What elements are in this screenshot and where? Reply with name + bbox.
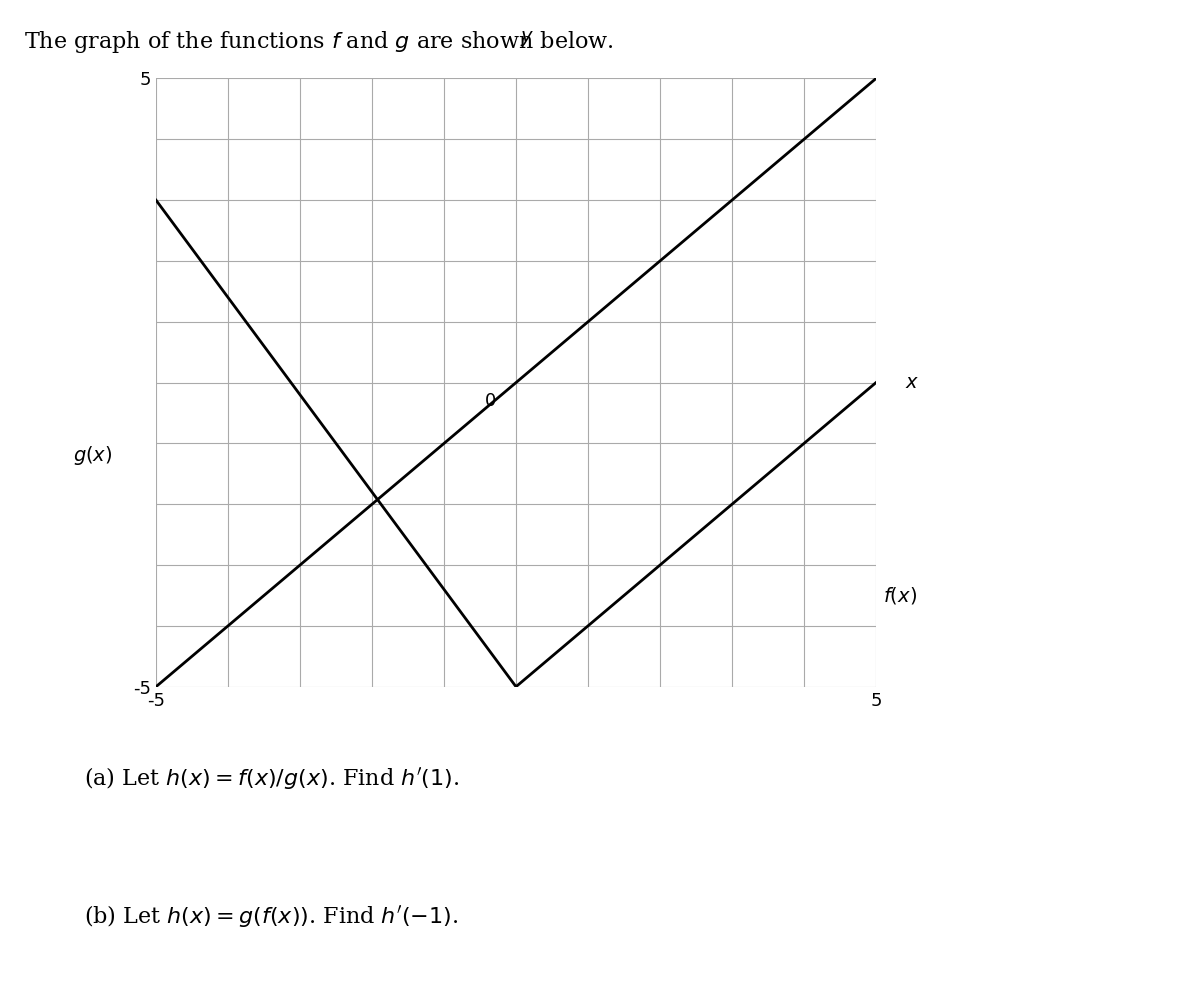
Text: The graph of the functions $f$ and $g$ are shown below.: The graph of the functions $f$ and $g$ a… — [24, 29, 613, 56]
Text: (b) Let $h(x) = g(f(x))$. Find $h'(-1)$.: (b) Let $h(x) = g(f(x))$. Find $h'(-1)$. — [84, 903, 458, 929]
Text: 0: 0 — [485, 391, 497, 410]
Text: $g(x)$: $g(x)$ — [73, 444, 113, 467]
Text: $y$: $y$ — [520, 29, 534, 48]
Text: $x$: $x$ — [905, 373, 919, 392]
Text: $f(x)$: $f(x)$ — [883, 585, 917, 606]
Text: (a) Let $h(x) = f(x)/g(x)$. Find $h'(1)$.: (a) Let $h(x) = f(x)/g(x)$. Find $h'(1)$… — [84, 765, 460, 792]
